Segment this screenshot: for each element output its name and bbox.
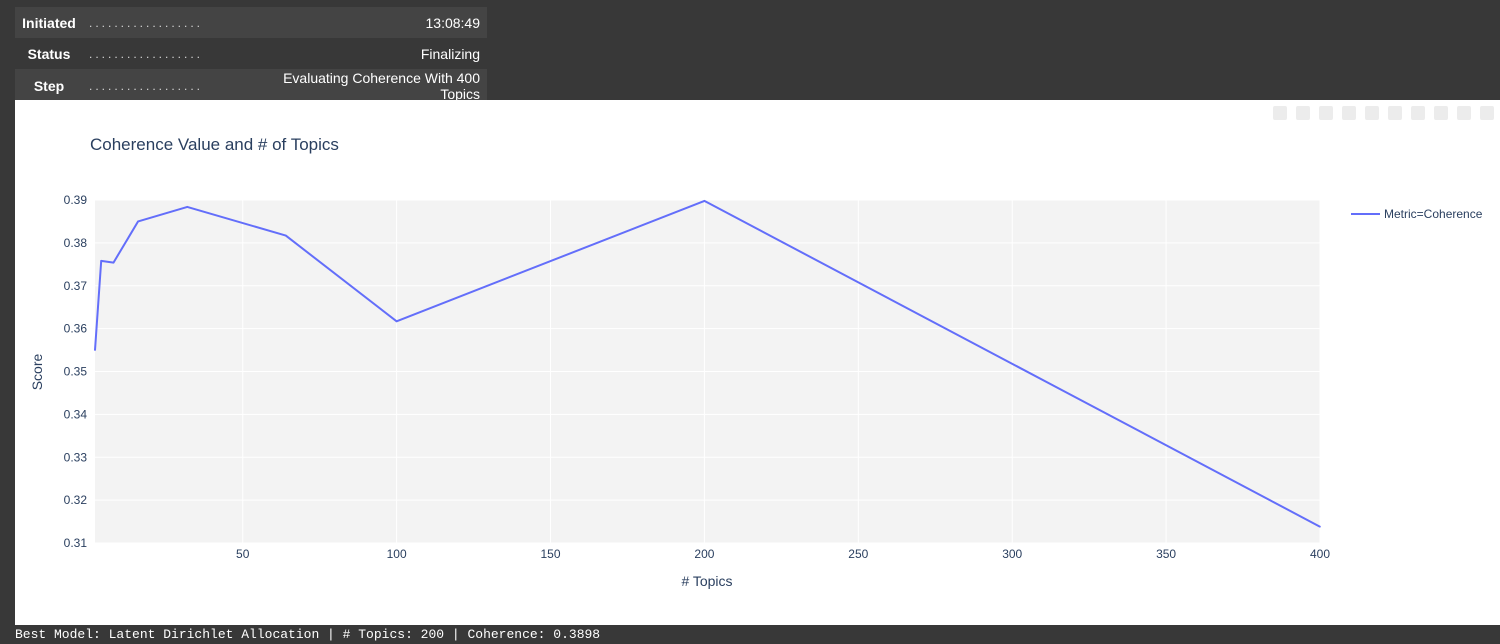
data-point <box>186 206 189 208</box>
x-tick-label: 250 <box>848 547 868 561</box>
x-tick-label: 100 <box>387 547 407 561</box>
status-row-step: Step .................. Evaluating Coher… <box>15 69 487 103</box>
data-point <box>94 349 96 351</box>
legend[interactable]: Metric=Coherence <box>1351 207 1483 221</box>
status-dots: .................. <box>89 79 204 93</box>
x-tick-label: 200 <box>694 547 714 561</box>
pan-icon[interactable] <box>1319 106 1333 120</box>
x-tick-label: 350 <box>1156 547 1176 561</box>
zoom-out-icon[interactable] <box>1411 106 1425 120</box>
zoom-icon[interactable] <box>1296 106 1310 120</box>
data-point <box>395 320 398 323</box>
y-tick-label: 0.39 <box>64 193 88 207</box>
x-tick-label: 50 <box>236 547 250 561</box>
status-table: Initiated .................. 13:08:49 St… <box>15 7 487 103</box>
y-tick-label: 0.34 <box>64 407 88 421</box>
lasso-select-icon[interactable] <box>1365 106 1379 120</box>
status-key: Initiated <box>22 14 76 31</box>
camera-icon[interactable] <box>1273 106 1287 120</box>
status-value: Finalizing <box>420 45 480 62</box>
y-tick-label: 0.38 <box>64 236 88 250</box>
tick-layer: 0.31 0.32 0.33 0.34 0.35 0.36 0.37 0.38 0.39 50 10… <box>64 193 1331 561</box>
y-axis-title: Score <box>29 354 45 391</box>
x-axis-title: # Topics <box>681 573 732 589</box>
data-point <box>703 200 706 202</box>
status-dots: .................. <box>89 15 204 30</box>
chart-modebar[interactable] <box>1273 106 1494 120</box>
y-tick-label: 0.32 <box>64 493 88 507</box>
x-tick-label: 300 <box>1002 547 1022 561</box>
y-tick-label: 0.36 <box>64 322 88 336</box>
chart-title: Coherence Value and # of Topics <box>90 135 339 154</box>
status-value: Evaluating Coherence With 400 Topics <box>283 70 480 102</box>
reset-axes-icon[interactable] <box>1457 106 1471 120</box>
chart-svg: Coherence Value and # of Topics 0.31 0.32… <box>29 135 1483 589</box>
y-tick-label: 0.33 <box>64 450 88 464</box>
series-layer <box>94 199 1321 528</box>
data-point <box>112 261 115 264</box>
data-point <box>100 260 102 262</box>
legend-label: Metric=Coherence <box>1384 207 1483 221</box>
data-point <box>137 220 139 223</box>
y-tick-label: 0.31 <box>64 536 88 550</box>
box-select-icon[interactable] <box>1342 106 1356 120</box>
y-tick-label: 0.37 <box>64 279 88 293</box>
plotly-logo-icon[interactable] <box>1480 106 1494 120</box>
status-row-status: Status .................. Finalizing <box>15 38 487 69</box>
y-tick-label: 0.35 <box>64 365 88 379</box>
status-row-initiated: Initiated .................. 13:08:49 <box>15 7 487 38</box>
zoom-in-icon[interactable] <box>1388 106 1402 120</box>
status-key: Step <box>33 78 65 94</box>
status-value: 13:08:49 <box>425 14 481 31</box>
data-point <box>1319 525 1321 528</box>
autoscale-icon[interactable] <box>1434 106 1448 120</box>
x-tick-label: 150 <box>541 547 561 561</box>
x-tick-label: 400 <box>1310 547 1330 561</box>
status-key: Status <box>27 45 71 62</box>
grid-layer <box>95 199 1321 544</box>
best-model-summary: Best Model: Latent Dirichlet Allocation … <box>0 625 1500 644</box>
data-point <box>285 234 287 237</box>
chart-container: Coherence Value and # of Topics 0.31 0.32… <box>15 100 1500 625</box>
status-dots: .................. <box>89 46 204 61</box>
